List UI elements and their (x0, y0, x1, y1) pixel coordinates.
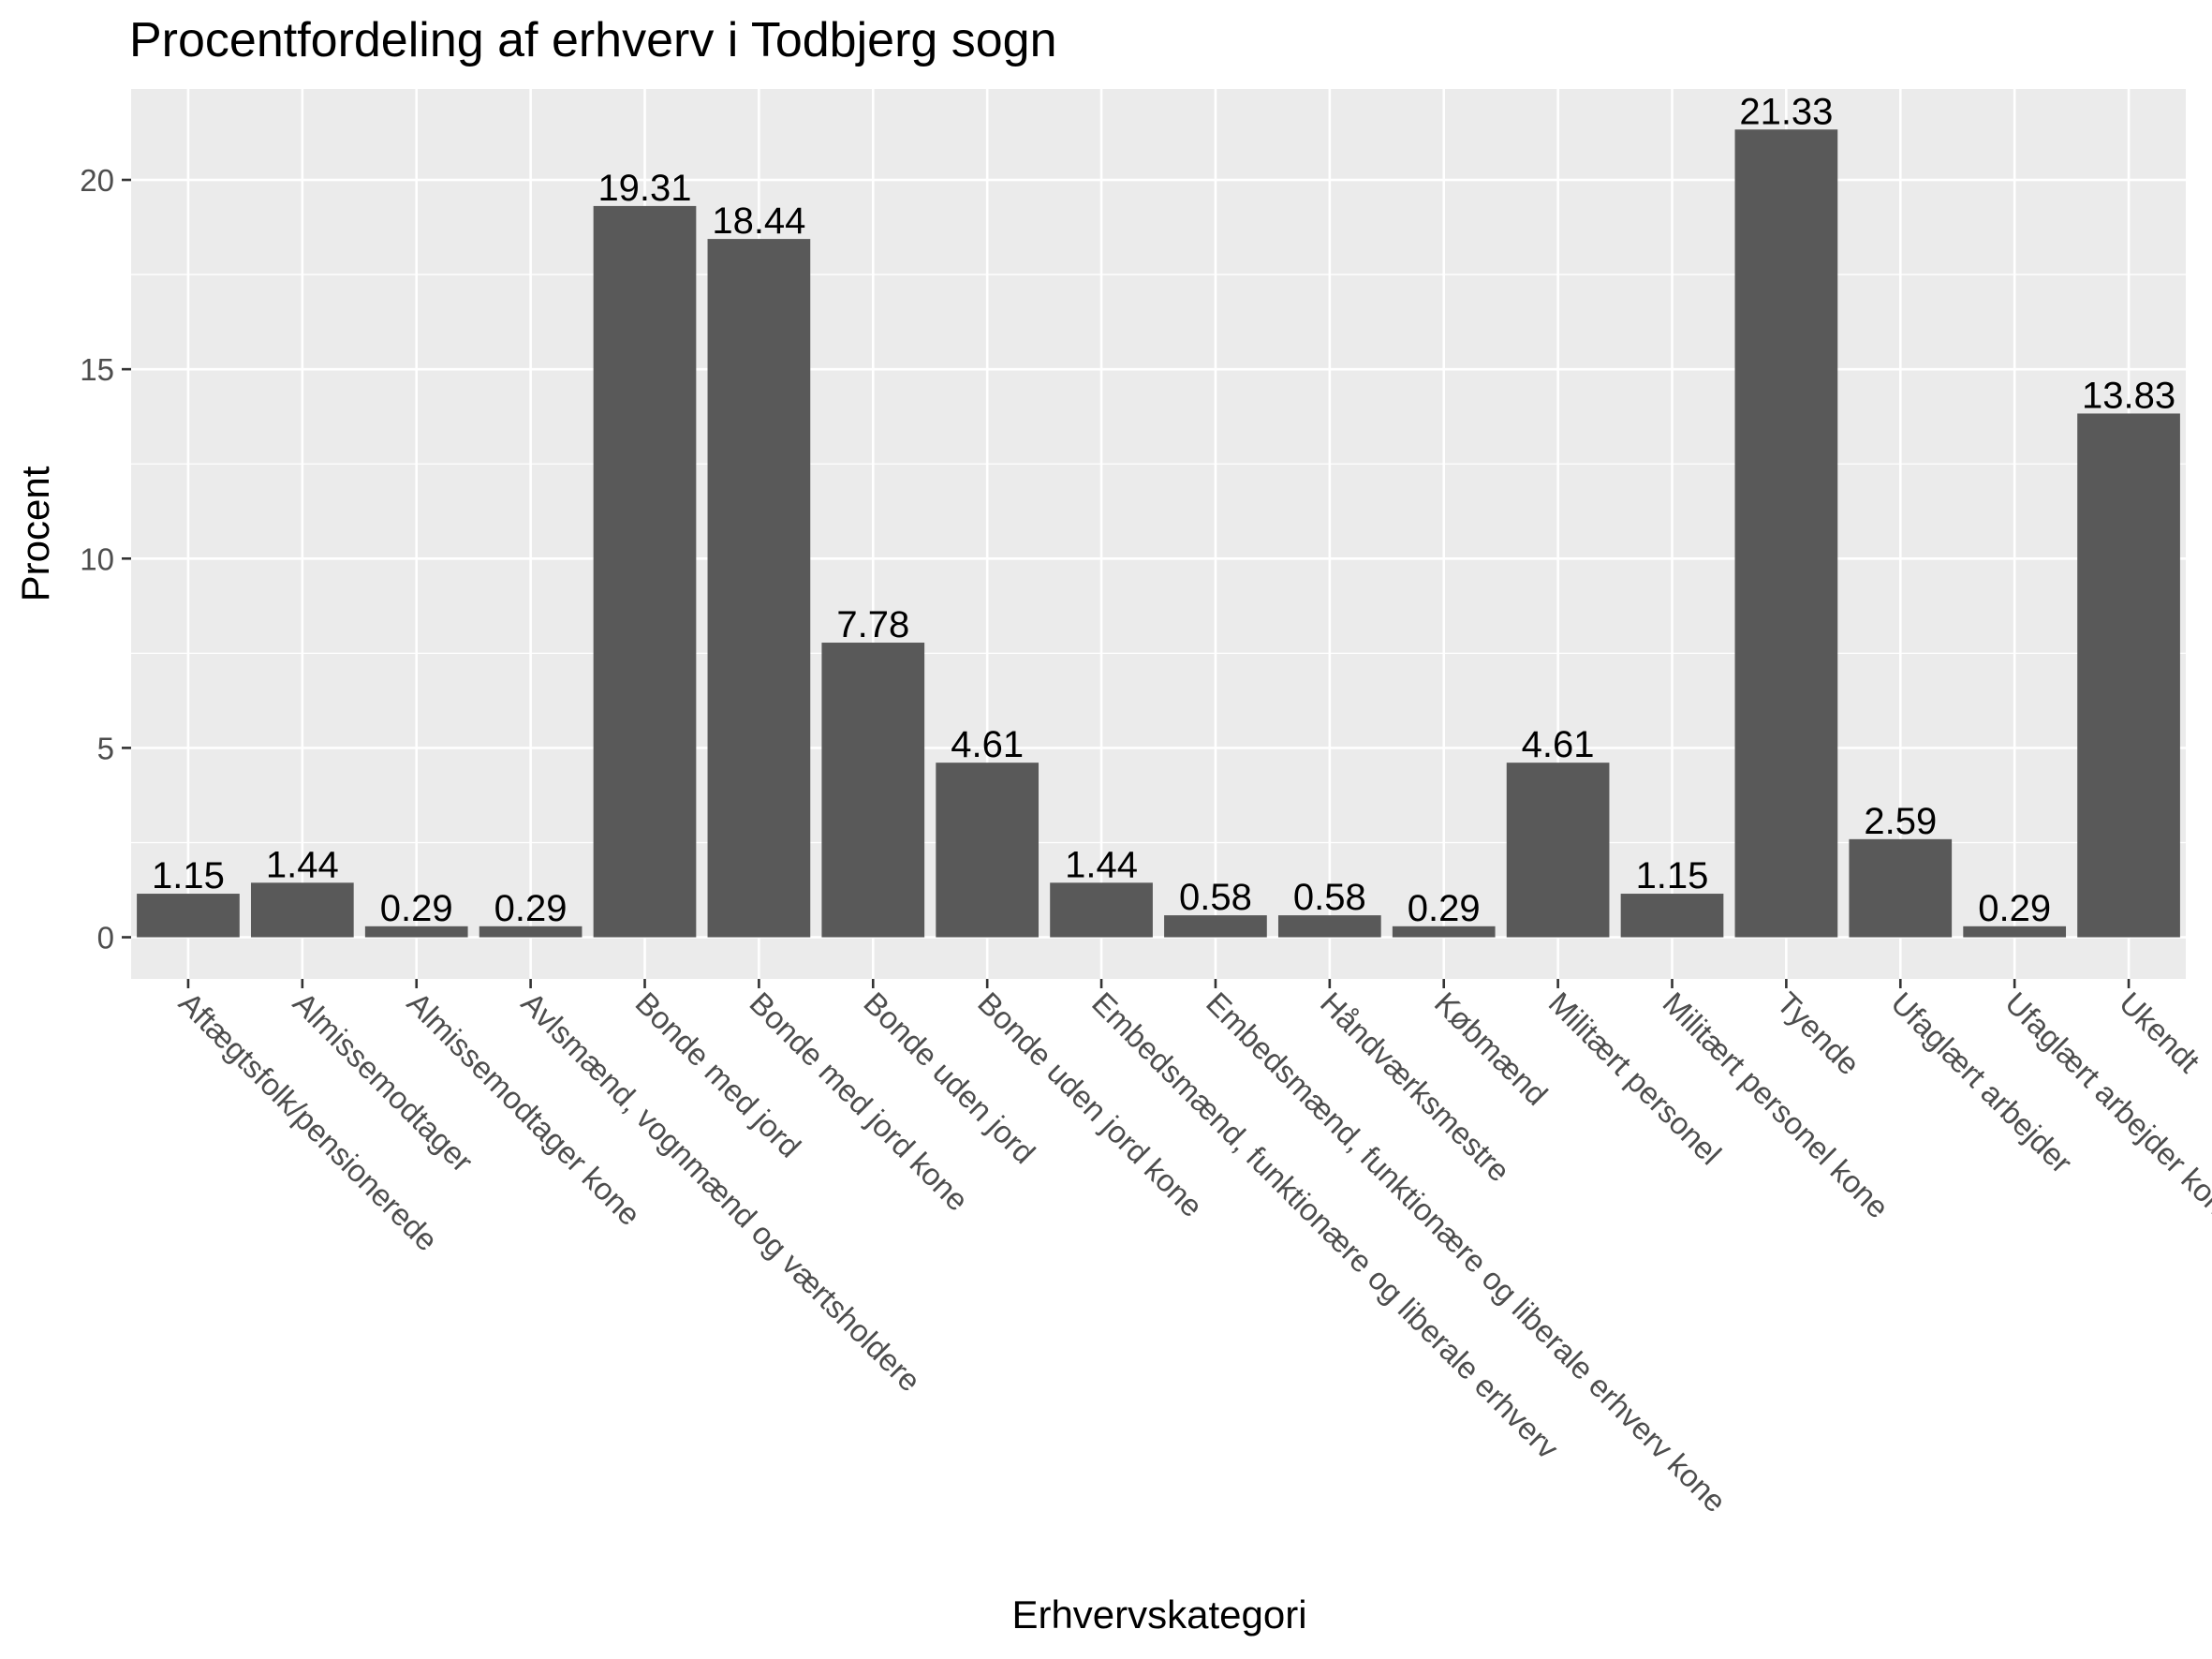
bar (1277, 915, 1381, 938)
bar-value-label: 13.83 (2082, 375, 2175, 416)
bar-value-label: 1.44 (1065, 844, 1138, 885)
y-tick-label: 5 (97, 731, 114, 765)
bar-value-label: 0.58 (1293, 877, 1366, 918)
bar (593, 205, 697, 938)
x-tick-label: Ukendt (2113, 985, 2206, 1079)
bar-value-label: 2.59 (1864, 801, 1937, 842)
bar-value-label: 19.31 (597, 168, 691, 209)
bar-value-label: 0.29 (380, 888, 453, 929)
bar-value-label: 18.44 (712, 200, 805, 242)
bar (1050, 882, 1153, 938)
x-tick-label: Militært personel kone (1657, 985, 1896, 1225)
bar (707, 239, 811, 938)
y-axis-title: Procent (13, 466, 57, 601)
bar-value-label: 4.61 (951, 724, 1024, 765)
bar-value-labels: 1.15 1.44 0.29 0.29 19.31 18.44 7.78 4.61 1.44 0.… (152, 91, 2175, 929)
bar-value-label: 1.44 (266, 844, 339, 885)
bar (1849, 838, 1953, 938)
y-tick-label: 20 (80, 163, 114, 198)
bar (821, 643, 925, 938)
x-tick-label: Bonde med jord kone (743, 985, 975, 1218)
bar-value-label: 0.29 (494, 888, 568, 929)
bar (1164, 915, 1267, 938)
x-tick-label: Tyende (1770, 985, 1866, 1082)
chart-title: Procentfordeling af erhverv i Todbjerg s… (129, 13, 1057, 67)
bar-value-label: 0.29 (1978, 888, 2051, 929)
bars (137, 129, 2180, 938)
bar (479, 926, 582, 938)
bar (250, 882, 354, 938)
bar-value-label: 1.15 (1636, 855, 1709, 896)
bar (936, 763, 1040, 938)
x-tick-label: Embedsmænd, funktionære og liberale erhv… (1200, 985, 1733, 1519)
x-tick-label: Avlsmænd, vognmænd og værtsholdere (515, 985, 928, 1399)
y-tick-label: 15 (80, 352, 114, 387)
x-axis: Aftægtsfolk/pensioneredeAlmissemodtagerA… (172, 979, 2212, 1518)
bar-value-label: 1.15 (152, 855, 225, 896)
bar (2077, 413, 2180, 938)
y-tick-label: 0 (97, 921, 114, 955)
bar (1963, 926, 2067, 938)
panel-background (131, 89, 2186, 979)
plot-panel (131, 89, 2186, 979)
x-tick-label: Håndværksmestre (1314, 985, 1517, 1189)
bar-value-label: 0.58 (1179, 877, 1252, 918)
bar (137, 894, 240, 938)
bar (364, 926, 468, 938)
x-tick-label: Almissemodtager kone (401, 985, 648, 1233)
bar-value-label: 7.78 (836, 604, 909, 645)
bar-value-label: 21.33 (1739, 91, 1833, 132)
x-tick-label: Bonde uden jord kone (971, 985, 1210, 1224)
bar (1620, 894, 1724, 938)
bar-value-label: 0.29 (1408, 888, 1481, 929)
bar (1392, 926, 1496, 938)
bar (1506, 763, 1610, 938)
y-tick-label: 10 (80, 541, 114, 576)
x-axis-title: Erhvervskategori (1011, 1592, 1306, 1637)
y-axis: 0 5 10 15 20 (80, 163, 131, 955)
bar-value-label: 4.61 (1522, 724, 1595, 765)
bar (1734, 129, 1838, 938)
